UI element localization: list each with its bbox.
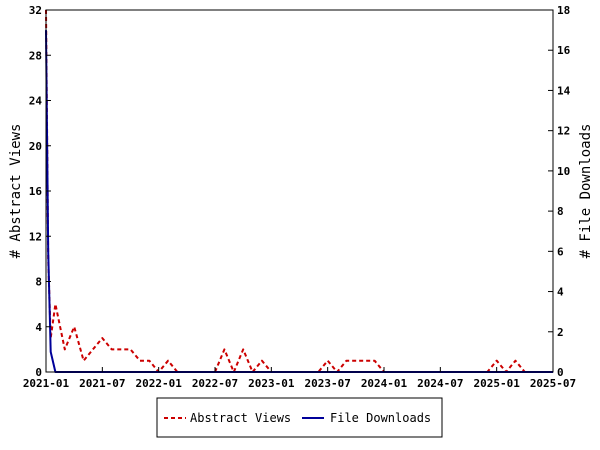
x-tick-label: 2022-07 xyxy=(192,377,238,390)
left-tick-label: 12 xyxy=(29,230,42,243)
right-tick-label: 14 xyxy=(557,84,571,97)
right-tick-label: 4 xyxy=(557,286,564,299)
right-tick-label: 0 xyxy=(557,366,564,379)
x-tick-label: 2025-01 xyxy=(473,377,520,390)
x-tick-label: 2021-07 xyxy=(79,377,125,390)
legend-box xyxy=(156,397,443,438)
x-tick-label: 2023-01 xyxy=(248,377,295,390)
right-tick-label: 8 xyxy=(557,205,564,218)
right-tick-label: 6 xyxy=(557,245,564,258)
left-tick-label: 4 xyxy=(35,321,42,334)
left-tick-label: 32 xyxy=(29,4,42,17)
left-tick-label: 20 xyxy=(29,140,42,153)
x-tick-label: 2023-07 xyxy=(304,377,350,390)
x-tick-label: 2024-07 xyxy=(417,377,463,390)
left-tick-label: 28 xyxy=(29,49,42,62)
series-line-file-downloads xyxy=(45,30,553,373)
series-line-abstract-views xyxy=(45,9,553,373)
legend-label-file-downloads: File Downloads xyxy=(330,411,431,425)
right-axis-title: # File Downloads xyxy=(578,124,594,259)
x-tick-label: 2021-01 xyxy=(23,377,70,390)
left-axis-title: # Abstract Views xyxy=(8,124,24,259)
legend-label-abstract-views: Abstract Views xyxy=(190,411,291,425)
x-tick-label: 2025-07 xyxy=(530,377,576,390)
series-layer xyxy=(45,9,553,373)
plot-area-frame xyxy=(45,9,554,373)
right-tick-label: 2 xyxy=(557,326,564,339)
right-tick-label: 12 xyxy=(557,125,570,138)
left-tick-label: 16 xyxy=(29,185,43,198)
right-tick-label: 16 xyxy=(557,44,571,57)
right-tick-label: 18 xyxy=(557,4,570,17)
x-tick-label: 2022-01 xyxy=(135,377,182,390)
left-tick-label: 24 xyxy=(29,95,43,108)
x-tick-label: 2024-01 xyxy=(361,377,408,390)
left-tick-label: 8 xyxy=(35,276,42,289)
legend: Abstract Views File Downloads xyxy=(156,397,443,438)
right-tick-label: 10 xyxy=(557,165,570,178)
left-tick-label: 0 xyxy=(35,366,42,379)
